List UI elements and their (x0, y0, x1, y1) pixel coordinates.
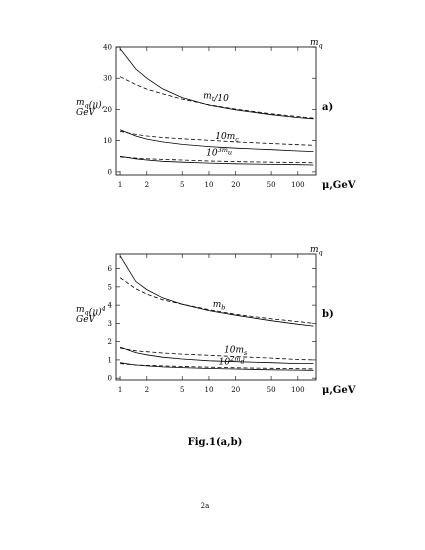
series-line-solid (119, 48, 314, 120)
y-tick-label: 20 (103, 106, 112, 114)
x-tick-label: 10 (205, 181, 214, 189)
series-line-dashed (120, 347, 314, 361)
y-tick-label: 4 (108, 302, 113, 310)
series-line-dashed (120, 363, 314, 370)
plot-frame (115, 46, 317, 176)
chart-panel-b: 1 2 5 10 20 50 1000123456mb10ms102mdmq(μ)4GeVμ… (76, 245, 356, 396)
series-line-solid (120, 362, 314, 371)
y-tick-label: 3 (108, 320, 112, 328)
figure-caption: Fig.1(a,b) (188, 437, 243, 448)
chart-panel-a: 1 2 5 10 20 50 100 0 10 20 30 40 mt/10 10mc 103mu mq(μ)… (76, 38, 356, 191)
x-tick-label: 1 (118, 181, 122, 189)
series-line-dashed (119, 76, 314, 119)
y-tick-label: 0 (108, 375, 112, 383)
y-axis-label: mq(μ), (76, 98, 105, 111)
y-axis-label: mq(μ)4 (76, 305, 106, 318)
x-tick-label: 20 (231, 386, 240, 394)
panel-label: b) (322, 309, 334, 320)
y-tick-label: 6 (108, 265, 113, 273)
x-tick-label: 2 (145, 386, 149, 394)
series-line-solid (119, 346, 314, 365)
y-tick-label: 30 (103, 75, 112, 83)
series-line-dashed (119, 277, 314, 324)
x-tick-label: 5 (180, 386, 184, 394)
x-tick-label: 5 (180, 181, 184, 189)
top-right-label: mq (310, 245, 323, 257)
plot-frame (115, 253, 317, 381)
series-line-dashed (120, 156, 314, 164)
x-tick-label: 50 (267, 386, 276, 394)
x-tick-label: 1 (118, 386, 122, 394)
x-tick-label: 50 (267, 181, 276, 189)
x-tick-label: 10 (205, 386, 214, 394)
x-axis-label: μ,GeV (322, 180, 356, 191)
x-tick-label: 100 (291, 386, 304, 394)
curve-label: 102md (219, 355, 245, 368)
x-axis-label: μ,GeV (322, 385, 356, 396)
series-line-solid (120, 155, 314, 166)
x-tick-label: 100 (291, 181, 304, 189)
y-tick-label: 40 (103, 44, 112, 52)
page-number: 2a (201, 502, 210, 510)
y-axis-label-unit: GeV (76, 108, 97, 118)
y-tick-label: 5 (108, 283, 112, 291)
y-tick-label: 2 (108, 338, 112, 346)
y-tick-label: 0 (108, 168, 112, 176)
panel-label: a) (322, 102, 333, 113)
curve-label: mb (213, 300, 226, 312)
y-tick-label: 10 (103, 137, 112, 145)
y-tick-label: 1 (108, 356, 112, 364)
curve-label: 103mu (206, 146, 232, 159)
curve-label: mt/10 (203, 92, 229, 105)
x-tick-label: 20 (231, 181, 240, 189)
series-line-solid (119, 255, 314, 327)
y-axis-label-unit: GeV (76, 315, 97, 325)
x-tick-label: 2 (145, 181, 149, 189)
series-line-solid (119, 129, 314, 152)
top-right-label: mq (310, 38, 323, 50)
curve-label: 10mc (215, 132, 239, 144)
curve-label: 10ms (224, 346, 248, 358)
series-line-dashed (120, 130, 314, 146)
